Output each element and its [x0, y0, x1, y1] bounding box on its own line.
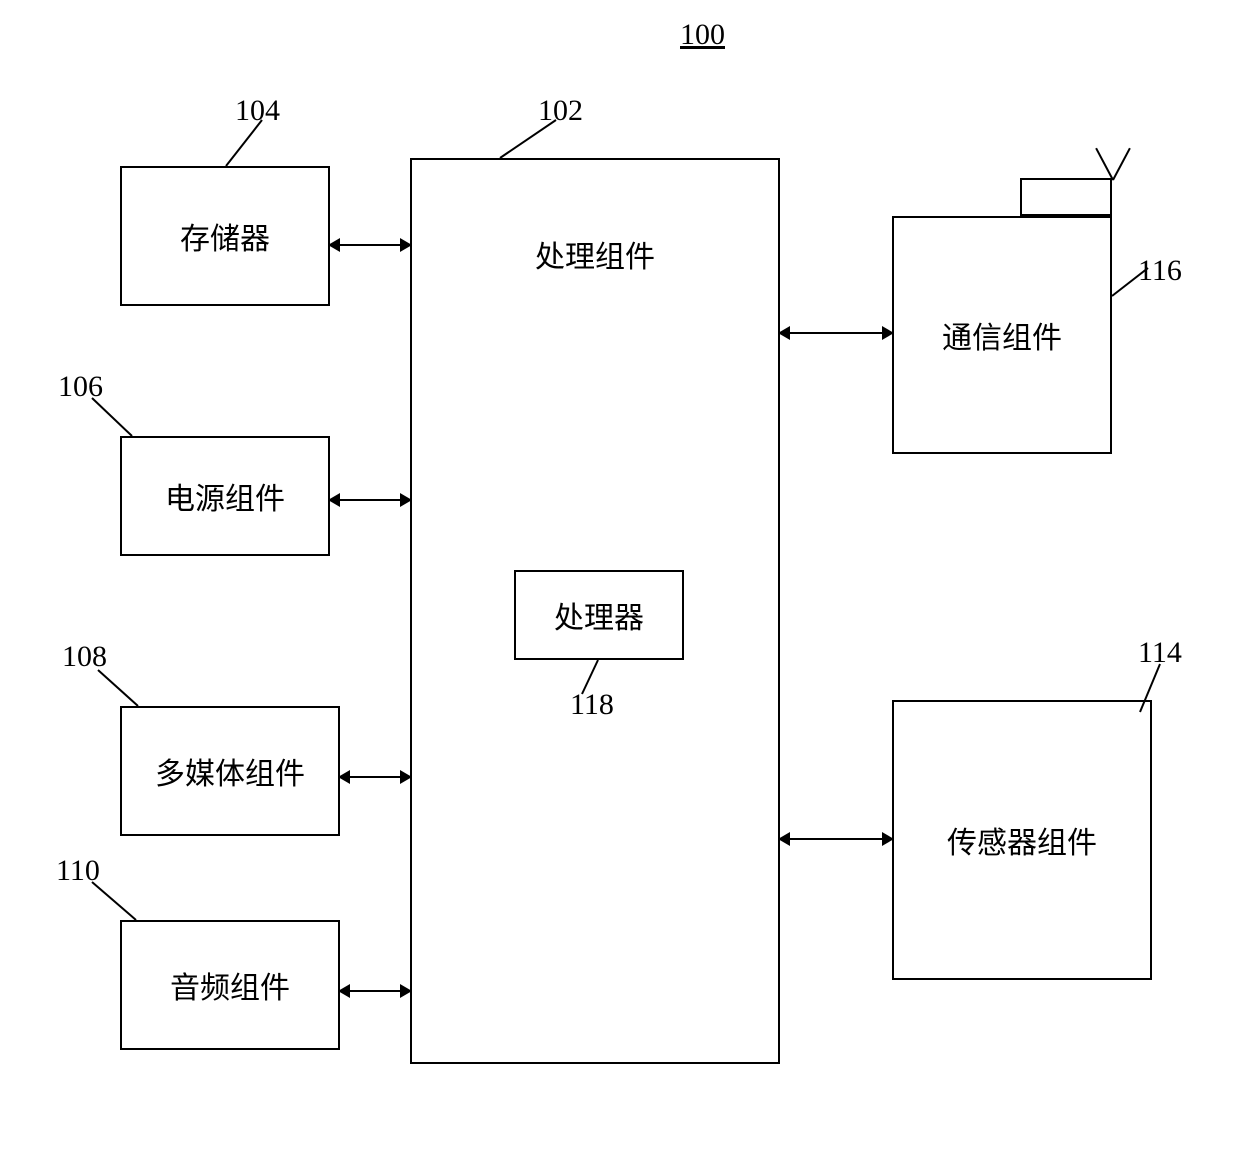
edge-memory-proc — [330, 244, 410, 246]
edge-power-proc — [330, 499, 410, 501]
antenna-icon — [1092, 140, 1132, 180]
ref-118: 118 — [570, 688, 614, 722]
edge-proc-sensor — [780, 838, 892, 840]
block-audio: 音频组件 — [120, 920, 340, 1050]
antenna-stub — [1020, 178, 1112, 216]
block-sensor: 传感器组件 — [892, 700, 1152, 980]
block-power: 电源组件 — [120, 436, 330, 556]
ref-104: 104 — [235, 94, 280, 128]
edge-audio-proc — [340, 990, 410, 992]
ref-108: 108 — [62, 640, 107, 674]
edge-multimedia-proc — [340, 776, 410, 778]
block-label: 电源组件 — [165, 474, 285, 518]
block-communication: 通信组件 — [892, 216, 1112, 454]
diagram-stage: 100 处理组件 处理器 存储器 电源组件 多媒体组件 音频组件 通信组件 传感… — [0, 0, 1240, 1176]
block-label: 处理组件 — [535, 232, 655, 276]
edge-proc-comm — [780, 332, 892, 334]
block-memory: 存储器 — [120, 166, 330, 306]
block-label: 传感器组件 — [947, 818, 1097, 862]
block-processor: 处理器 — [514, 570, 684, 660]
block-label: 处理器 — [554, 593, 644, 637]
ref-116: 116 — [1138, 254, 1182, 288]
ref-110: 110 — [56, 854, 100, 888]
ref-102: 102 — [538, 94, 583, 128]
block-label: 多媒体组件 — [155, 749, 305, 793]
diagram-title: 100 — [680, 18, 725, 52]
ref-106: 106 — [58, 370, 103, 404]
ref-114: 114 — [1138, 636, 1182, 670]
block-label: 音频组件 — [170, 963, 290, 1007]
block-multimedia: 多媒体组件 — [120, 706, 340, 836]
block-label: 存储器 — [180, 214, 270, 258]
block-label: 通信组件 — [942, 313, 1062, 357]
